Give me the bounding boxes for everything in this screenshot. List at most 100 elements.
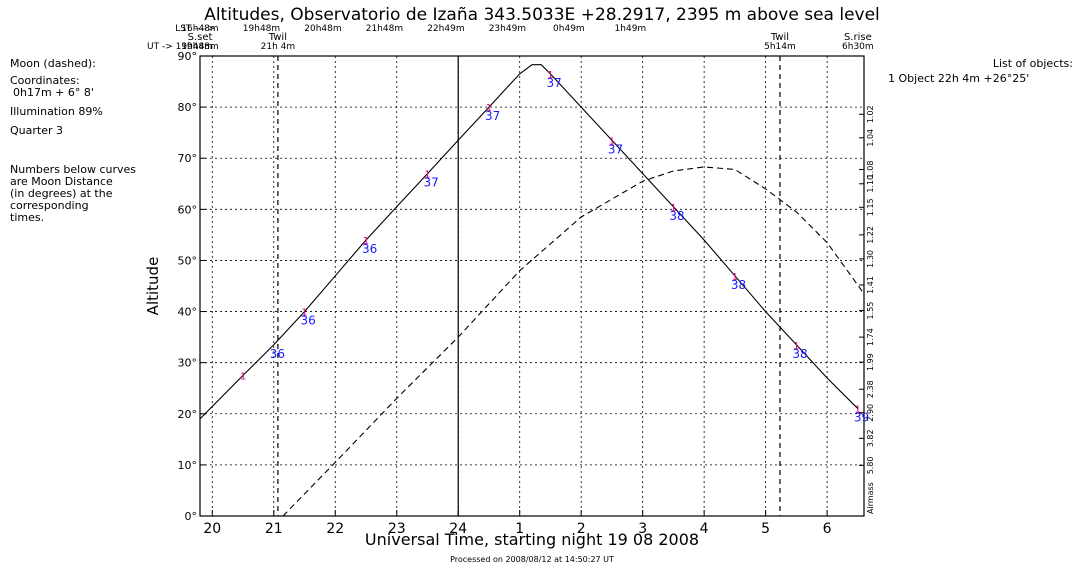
- airmass-tick-label: 1.55: [866, 302, 875, 320]
- plot-frame: [199, 55, 865, 517]
- airmass-tick-label: 1.41: [866, 276, 875, 294]
- y-ticks: 0° 10° 20° 30° 40° 50° 60° 70° 80° 90°: [178, 50, 206, 523]
- x-tick-label: 1: [515, 521, 524, 537]
- x-tick-label: 5: [761, 521, 770, 537]
- event-time-label: 21h 4m: [261, 42, 296, 52]
- moon-distance-label: 37: [423, 176, 438, 190]
- lst-time-label: 0h49m: [553, 24, 585, 34]
- x-tick-label: 4: [700, 521, 709, 537]
- event-name-label: S.rise: [844, 32, 872, 43]
- lst-time-label: 19h48m: [243, 24, 280, 34]
- airmass-tick-label: 1.22: [866, 226, 875, 244]
- object-list-item: 1 Object 22h 4m +26°25': [888, 72, 1030, 85]
- event-name-label: Twil: [770, 32, 789, 43]
- moon-distance-label: 36: [362, 242, 377, 256]
- object-altitude-line: [199, 64, 859, 420]
- object-marker: 1: [732, 272, 738, 283]
- object-marker: 1: [609, 136, 615, 147]
- x-tick-label: 6: [823, 521, 832, 537]
- x-tick-label: 3: [638, 521, 647, 537]
- moon-note-line: Numbers below curves: [10, 163, 136, 176]
- object-marker: 1: [240, 371, 246, 382]
- airmass-tick-label: 1.30: [866, 250, 875, 268]
- airmass-ticks: 1.02 1.04 1.081.10 1.15 1.22 1.30 1.41 1.55 1.74…: [859, 105, 875, 514]
- moon-distance-label: 37: [546, 76, 561, 90]
- moon-note-line: are Moon Distance: [10, 175, 113, 188]
- y-tick-label: 60°: [178, 203, 198, 216]
- lst-time-label: 1h49m: [615, 24, 647, 34]
- moon-distance-label: 38: [669, 209, 684, 223]
- y-tick-label: 40°: [178, 306, 198, 319]
- object-marker: 1: [855, 405, 861, 416]
- y-tick-label: 30°: [178, 357, 198, 370]
- moon-distance-label: 39: [854, 411, 869, 425]
- object-marker: 1: [301, 308, 307, 319]
- event-name-label: S.set: [188, 32, 213, 43]
- ut-label: UT -> 19h48m: [147, 42, 213, 52]
- moon-note-line: corresponding: [10, 199, 89, 212]
- moon-coords-label: Coordinates:: [10, 74, 80, 87]
- airmass-tick-label: 1.99: [866, 353, 875, 371]
- airmass-tick-label: 1.74: [866, 328, 875, 346]
- event-time-label: 6h30m: [842, 42, 874, 52]
- object-marker: 1: [424, 170, 430, 181]
- moon-info-panel: Moon (dashed): Coordinates: 0h17m + 6° 8…: [10, 58, 160, 224]
- y-tick-label: 10°: [178, 459, 198, 472]
- airmass-tick-label: 5.80: [866, 456, 875, 474]
- object-marker: 1: [793, 341, 799, 352]
- series: [199, 64, 865, 517]
- moon-quarter: Quarter 3: [10, 124, 63, 137]
- moon-distance-label: 38: [731, 278, 746, 292]
- x-ticks: 20 21 22 23 24 1 2 3 4 5 6: [203, 510, 832, 537]
- y-tick-label: 20°: [178, 408, 198, 421]
- y-tick-label: 70°: [178, 152, 198, 165]
- moon-coords: 0h17m + 6° 8': [13, 86, 94, 99]
- footer-text: Processed on 2008/08/12 at 14:50:27 UT: [450, 555, 614, 564]
- y-tick-label: 50°: [178, 254, 198, 267]
- x-axis-label: Universal Time, starting night 19 08 200…: [365, 530, 699, 549]
- y-tick-label: 0°: [185, 510, 198, 523]
- lst-time-label: 21h48m: [366, 24, 403, 34]
- x-tick-label: 24: [449, 521, 467, 537]
- event-name-label: Twil: [268, 32, 287, 43]
- event-time-label: 19h48m: [181, 42, 218, 52]
- y-tick-label: 80°: [178, 101, 198, 114]
- lst-time-label: 20h48m: [304, 24, 341, 34]
- x-tick-label: 2: [577, 521, 586, 537]
- y-axis-label: Altitude: [144, 257, 162, 316]
- airmass-tick-label: 1.15: [866, 198, 875, 216]
- moon-distance-label: 36: [270, 347, 285, 361]
- x-tick-label: 21: [265, 521, 283, 537]
- moon-distance-label: 37: [608, 142, 623, 156]
- object-marker: 1: [486, 103, 492, 114]
- airmass-tick-label: 2.90: [866, 404, 875, 422]
- lst-labels: 16h48m 19h48m 20h48m 21h48m 22h49m 23h49m 0h49…: [181, 24, 646, 34]
- event-time-label: 5h14m: [764, 42, 796, 52]
- moon-distance-label: 36: [301, 314, 316, 328]
- object-marker: 1: [547, 70, 553, 81]
- airmass-tick-label: 1.04: [866, 129, 875, 147]
- airmass-tick-label: 1.02: [866, 105, 875, 123]
- lst-label: LST ---->: [175, 24, 215, 34]
- x-tick-label: 22: [326, 521, 344, 537]
- moon-title: Moon (dashed):: [10, 57, 96, 70]
- lst-time-label: 23h49m: [489, 24, 526, 34]
- moon-illumination: Illumination 89%: [10, 105, 103, 118]
- moon-note: Numbers below curves are Moon Distance (…: [10, 164, 160, 224]
- moon-altitude-line: [282, 166, 865, 517]
- moon-note-line: (in degrees) at the: [10, 187, 113, 200]
- airmass-tick-label: 1.08: [866, 161, 875, 179]
- x-tick-label: 23: [388, 521, 406, 537]
- airmass-tick-label: Airmass: [866, 482, 875, 514]
- moon-distance-label: 38: [792, 347, 807, 361]
- chart-title: Altitudes, Observatorio de Izaña 343.503…: [204, 5, 880, 25]
- moon-distance-label: 37: [485, 109, 500, 123]
- lst-time-label: 16h48m: [181, 24, 218, 34]
- moon-note-line: times.: [10, 211, 45, 224]
- x-tick-label: 20: [203, 521, 221, 537]
- object-marker: 1: [363, 236, 369, 247]
- airmass-tick-label: 1.10: [866, 175, 875, 193]
- grid: [200, 56, 864, 516]
